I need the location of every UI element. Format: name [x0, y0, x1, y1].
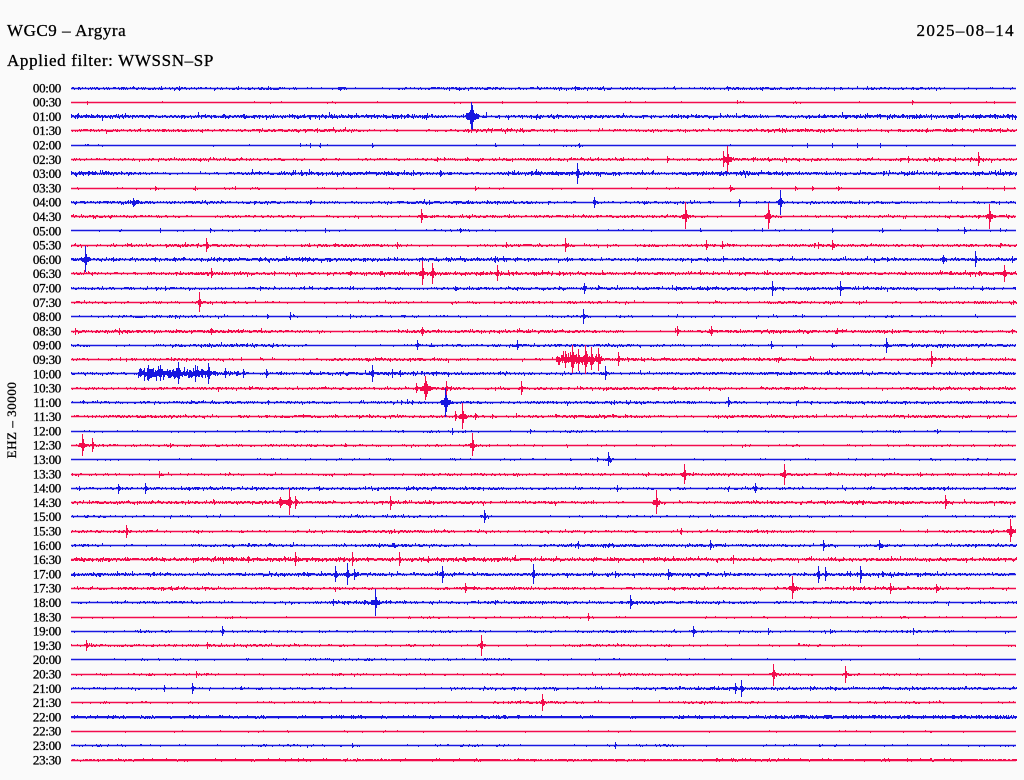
- svg-text:02:30: 02:30: [33, 152, 61, 167]
- svg-text:15:00: 15:00: [33, 509, 61, 524]
- svg-text:07:30: 07:30: [33, 295, 61, 310]
- svg-text:12:00: 12:00: [33, 423, 61, 438]
- svg-text:Applied filter: WWSSN–SP: Applied filter: WWSSN–SP: [7, 51, 214, 70]
- svg-text:03:30: 03:30: [33, 180, 61, 195]
- svg-text:01:00: 01:00: [33, 109, 61, 124]
- svg-text:20:30: 20:30: [33, 667, 61, 682]
- svg-text:09:30: 09:30: [33, 352, 61, 367]
- svg-text:13:30: 13:30: [33, 466, 61, 481]
- svg-text:00:30: 00:30: [33, 95, 61, 110]
- svg-text:23:30: 23:30: [33, 752, 61, 767]
- svg-text:22:30: 22:30: [33, 724, 61, 739]
- svg-text:19:30: 19:30: [33, 638, 61, 653]
- svg-text:17:00: 17:00: [33, 566, 61, 581]
- svg-text:22:00: 22:00: [33, 709, 61, 724]
- svg-text:01:30: 01:30: [33, 123, 61, 138]
- svg-text:08:30: 08:30: [33, 323, 61, 338]
- svg-text:06:00: 06:00: [33, 252, 61, 267]
- svg-text:23:00: 23:00: [33, 738, 61, 753]
- svg-text:05:30: 05:30: [33, 238, 61, 253]
- svg-text:07:00: 07:00: [33, 281, 61, 296]
- svg-text:11:00: 11:00: [33, 395, 61, 410]
- svg-text:10:00: 10:00: [33, 366, 61, 381]
- svg-text:12:30: 12:30: [33, 438, 61, 453]
- svg-text:18:30: 18:30: [33, 609, 61, 624]
- svg-text:06:30: 06:30: [33, 266, 61, 281]
- svg-text:10:30: 10:30: [33, 381, 61, 396]
- svg-text:21:30: 21:30: [33, 695, 61, 710]
- svg-text:15:30: 15:30: [33, 524, 61, 539]
- svg-text:08:00: 08:00: [33, 309, 61, 324]
- svg-text:09:00: 09:00: [33, 338, 61, 353]
- svg-text:14:00: 14:00: [33, 481, 61, 496]
- svg-text:11:30: 11:30: [33, 409, 61, 424]
- svg-text:04:30: 04:30: [33, 209, 61, 224]
- svg-text:18:00: 18:00: [33, 595, 61, 610]
- svg-text:05:00: 05:00: [33, 223, 61, 238]
- svg-text:16:30: 16:30: [33, 552, 61, 567]
- svg-text:00:00: 00:00: [33, 80, 61, 95]
- svg-text:2025–08–14: 2025–08–14: [917, 21, 1016, 40]
- svg-text:04:00: 04:00: [33, 195, 61, 210]
- svg-text:21:00: 21:00: [33, 681, 61, 696]
- svg-text:EHZ – 30000: EHZ – 30000: [4, 382, 19, 459]
- svg-text:16:00: 16:00: [33, 538, 61, 553]
- svg-text:WGC9 – Argyra: WGC9 – Argyra: [7, 21, 126, 40]
- svg-text:17:30: 17:30: [33, 581, 61, 596]
- svg-text:13:00: 13:00: [33, 452, 61, 467]
- svg-text:14:30: 14:30: [33, 495, 61, 510]
- svg-text:19:00: 19:00: [33, 624, 61, 639]
- svg-text:02:00: 02:00: [33, 138, 61, 153]
- svg-text:03:00: 03:00: [33, 166, 61, 181]
- svg-text:20:00: 20:00: [33, 652, 61, 667]
